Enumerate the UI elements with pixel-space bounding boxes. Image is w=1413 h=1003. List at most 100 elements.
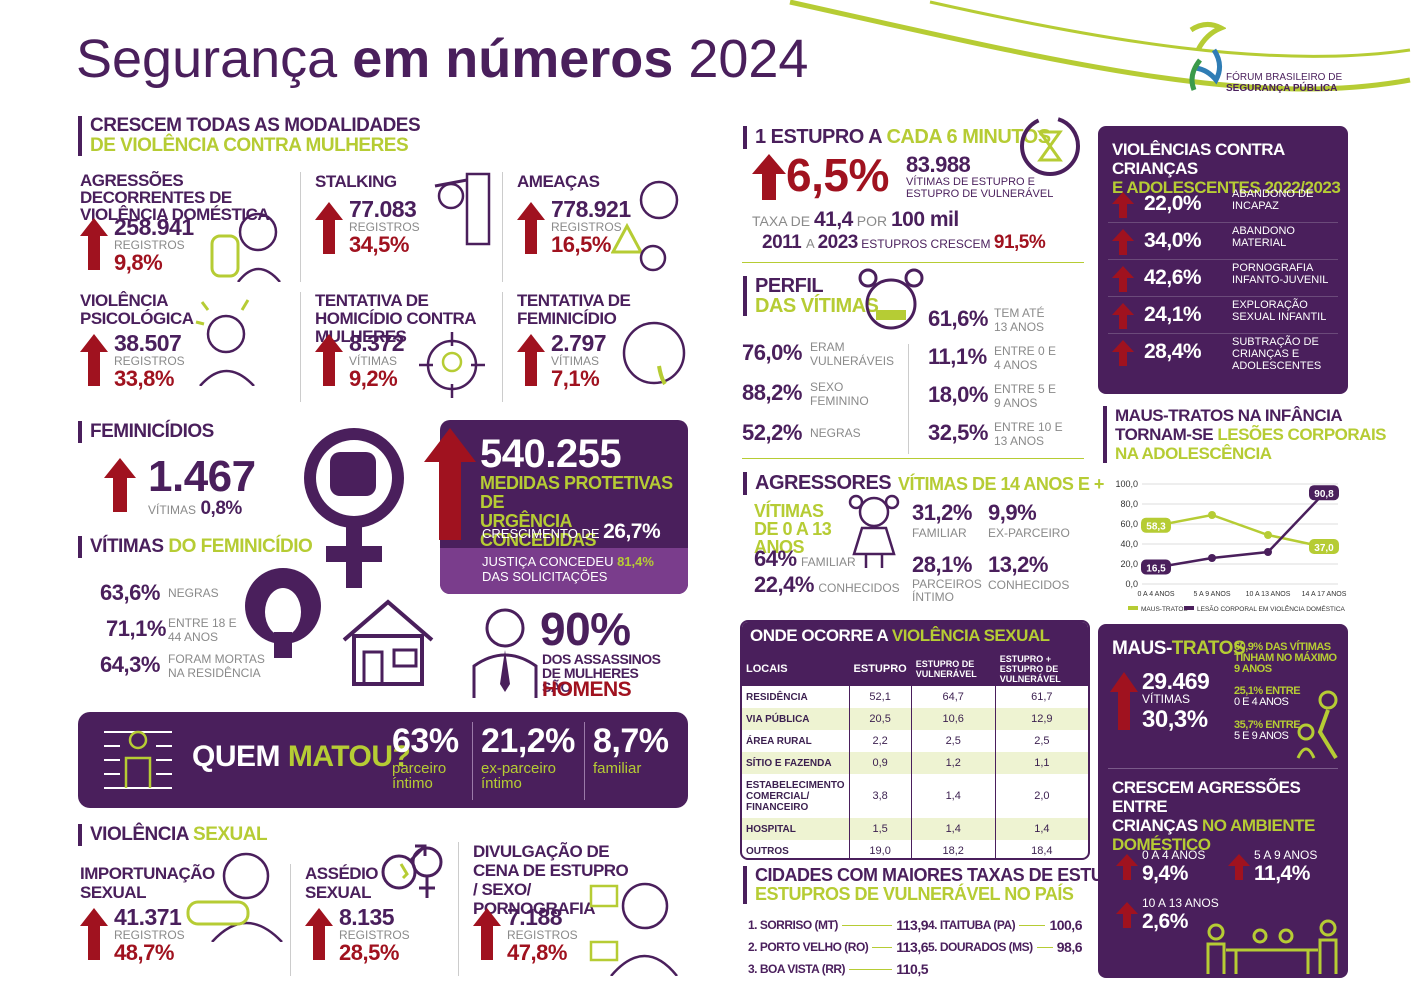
female-fist-icon bbox=[304, 428, 404, 588]
page-title: Segurança em números 2024 bbox=[76, 29, 809, 89]
x-tick-label: 0 A 4 ANOS bbox=[1138, 591, 1175, 598]
table-cell: 0,9 bbox=[849, 752, 912, 774]
data-point bbox=[1264, 531, 1272, 539]
stat-divulgacao: DIVULGAÇÃO DE CENA DE ESTUPRO / SEXO/ PO… bbox=[458, 842, 688, 976]
table-cell: 1,2 bbox=[911, 752, 996, 774]
criancas-label: PORNOGRAFIA INFANTO-JUVENIL bbox=[1232, 262, 1329, 286]
quem-matou-item: 63% parceiro íntimo bbox=[392, 722, 459, 792]
up-arrow-icon bbox=[80, 218, 108, 270]
agressor-parceiro: 28,1% PARCEIROS ÍNTIMO bbox=[912, 552, 982, 604]
table-row: ÁREA RURAL 2,2 2,5 2,5 bbox=[742, 730, 1088, 752]
maus-tratos-box: MAUS-TRATOS 29.469 VÍTIMAS 30,3% 60,9% D… bbox=[1098, 624, 1348, 978]
table-cell: 1,5 bbox=[849, 818, 912, 840]
family-table-icon bbox=[1206, 919, 1338, 974]
y-tick-label: 20,0 bbox=[1120, 559, 1138, 569]
criancas-pct: 34,0% bbox=[1144, 229, 1202, 252]
agressor-ex-parceiro: 9,9% EX-PARCEIRO bbox=[988, 500, 1070, 540]
stat-psicologica: VIOLÊNCIA PSICOLÓGICA 38.507 REGISTROS 3… bbox=[80, 292, 295, 402]
girl-gagged-icon bbox=[858, 268, 924, 330]
maus-tratos-chart-heading: MAUS-TRATOS NA INFÂNCIA TORNAM-SE LESÕES … bbox=[1103, 406, 1386, 463]
data-label-bg bbox=[1309, 485, 1339, 501]
table-cell: 12,9 bbox=[995, 708, 1088, 730]
table-cell: SÍTIO E FAZENDA bbox=[742, 752, 850, 774]
table-cell: 1,4 bbox=[911, 774, 996, 818]
table-row: OUTROS 19,0 18,2 18,4 bbox=[742, 840, 1088, 858]
table-cell: 61,7 bbox=[1031, 691, 1053, 703]
up-arrow-icon bbox=[1110, 672, 1138, 730]
table-cell: 2,0 bbox=[1034, 790, 1050, 802]
quem-matou-box: QUEM MATOU? 63% parceiro íntimo 21,2% ex-p… bbox=[78, 712, 688, 808]
divider bbox=[908, 344, 909, 454]
homens-word: HOMENS bbox=[542, 678, 632, 701]
stat-stalking: STALKING 77.083 REGISTROS 34,5% bbox=[300, 172, 495, 282]
stat-ameacas: AMEAÇAS 778.921 REGISTROS 16,5% bbox=[502, 172, 692, 282]
table-cell: RESIDÊNCIA bbox=[742, 686, 850, 708]
agressor-familiar-kids: 64% FAMILIAR bbox=[754, 546, 856, 571]
agressores-subheading: VÍTIMAS DE 14 ANOS E + bbox=[898, 474, 1104, 494]
series-line bbox=[1155, 513, 1325, 549]
section-heading-violencia: CRESCEM TODAS AS MODALIDADES DE VIOLÊNCIA… bbox=[78, 116, 421, 156]
perfil-left-list: 76,0% ERAM VULNERÁVEIS 88,2% SEXO FEMININO… bbox=[742, 340, 895, 445]
agressor-familiar: 31,2% FAMILIAR bbox=[912, 500, 972, 540]
estupro-crescem: 2011 A 2023 ESTUPROS CRESCEM 91,5% bbox=[762, 232, 1046, 253]
criancas-label: ABANDONO DE INCAPAZ bbox=[1232, 188, 1314, 212]
up-arrow-icon bbox=[1116, 854, 1138, 880]
table-cell: 3,8 bbox=[849, 774, 912, 818]
quem-matou-item: 21,2% ex-parceiro íntimo bbox=[472, 722, 584, 800]
stat-tentativa-feminicidio: TENTATIVA DE FEMINICÍDIO 2.797 VÍTIMAS 7… bbox=[502, 292, 692, 402]
y-tick-label: 0,0 bbox=[1125, 579, 1138, 589]
up-arrow-icon bbox=[80, 908, 108, 960]
up-arrow-icon bbox=[1116, 902, 1138, 928]
woman-bomb-icon bbox=[611, 180, 679, 272]
table-cell: 2,5 bbox=[911, 730, 996, 752]
suspect-lineup-icon bbox=[104, 730, 172, 789]
table-row: HOSPITAL 1,5 1,4 1,4 bbox=[742, 818, 1088, 840]
onde-ocorre-table: LOCAIS ESTUPRO ESTUPRO DE VULNERÁVEL ESTUPR… bbox=[742, 652, 1088, 858]
criancas-list-item: 22,0% ABANDONO DE INCAPAZ bbox=[1108, 186, 1338, 223]
maus-tratos-line-chart: 0,0 20,0 40,0 60,0 80,0 100,0 0 A 4 ANOS 5 A 9 … bbox=[1115, 479, 1347, 613]
y-tick-label: 100,0 bbox=[1115, 479, 1138, 489]
up-arrow-icon bbox=[104, 458, 136, 512]
criancas-list-item: 24,1% EXPLORAÇÃO SEXUAL INFANTIL bbox=[1108, 297, 1338, 334]
homens-pct: 90% bbox=[540, 603, 631, 655]
criancas-pct: 24,1% bbox=[1144, 303, 1202, 326]
estupro-heading: 1 ESTUPRO A CADA 6 MINUTOS bbox=[743, 126, 1051, 149]
up-arrow-icon bbox=[1228, 854, 1250, 880]
up-arrow-icon bbox=[517, 334, 545, 386]
estupro-value: 83.988 bbox=[906, 152, 971, 177]
girl-icon bbox=[848, 494, 900, 568]
y-tick-label: 40,0 bbox=[1120, 539, 1138, 549]
table-cell: 1,4 bbox=[911, 818, 996, 840]
man-suit-icon bbox=[472, 608, 538, 698]
cidades-right-list: 4. ITAITUBA (PA) 100,6 5. DOURADOS (MS) 98… bbox=[928, 917, 1083, 955]
data-point bbox=[1208, 554, 1216, 562]
x-tick-label: 14 A 17 ANOS bbox=[1302, 591, 1347, 598]
table-cell: 18,4 bbox=[1031, 845, 1053, 857]
woman-hand-icon bbox=[210, 212, 281, 282]
table-cell: 2,2 bbox=[849, 730, 912, 752]
agressores-heading: AGRESSORES bbox=[743, 472, 892, 495]
up-arrow-icon bbox=[315, 202, 343, 254]
criancas-pct: 22,0% bbox=[1144, 192, 1202, 215]
crying-woman-icon bbox=[622, 321, 686, 386]
data-label-bg bbox=[1141, 517, 1171, 533]
stat-agressoes: AGRESSÕES DECORRENTES DE VIOLÊNCIA DOMÉS… bbox=[80, 172, 295, 282]
cidades-heading: CIDADES COM MAIORES TAXAS DE ESTUPROS/ES… bbox=[743, 866, 1157, 904]
table-cell: 2,5 bbox=[1034, 735, 1050, 747]
target-icon bbox=[419, 332, 485, 398]
y-tick-label: 60,0 bbox=[1120, 519, 1138, 529]
table-cell: HOSPITAL bbox=[742, 818, 850, 840]
decorative-curves bbox=[789, 0, 1411, 92]
feminicidios-value: 1.467 bbox=[148, 452, 256, 501]
cidades-left-list: 1. SORRISO (MT) 113,9 2. PORTO VELHO (RO)… bbox=[748, 917, 928, 977]
criancas-pct: 42,6% bbox=[1144, 266, 1202, 289]
x-tick-label: 10 A 13 ANOS bbox=[1246, 591, 1291, 598]
table-cell: ÁREA RURAL bbox=[742, 730, 850, 752]
stat-tentativa-homicidio: TENTATIVA DE HOMICÍDIO CONTRA MULHERES 8… bbox=[300, 292, 500, 402]
data-label: 16,5 bbox=[1146, 564, 1166, 575]
criancas-list-item: 28,4% SUBTRAÇÃO DE CRIANÇAS E ADOLESCENTE… bbox=[1108, 334, 1338, 372]
homens-label: DOS ASSASSINOS DE MULHERES SÃO bbox=[542, 651, 661, 695]
quem-matou-item: 8,7% familiar bbox=[584, 722, 684, 800]
up-arrow-icon bbox=[752, 154, 786, 200]
estupro-taxa: TAXA DE 41,4 POR 100 mil bbox=[752, 208, 959, 231]
